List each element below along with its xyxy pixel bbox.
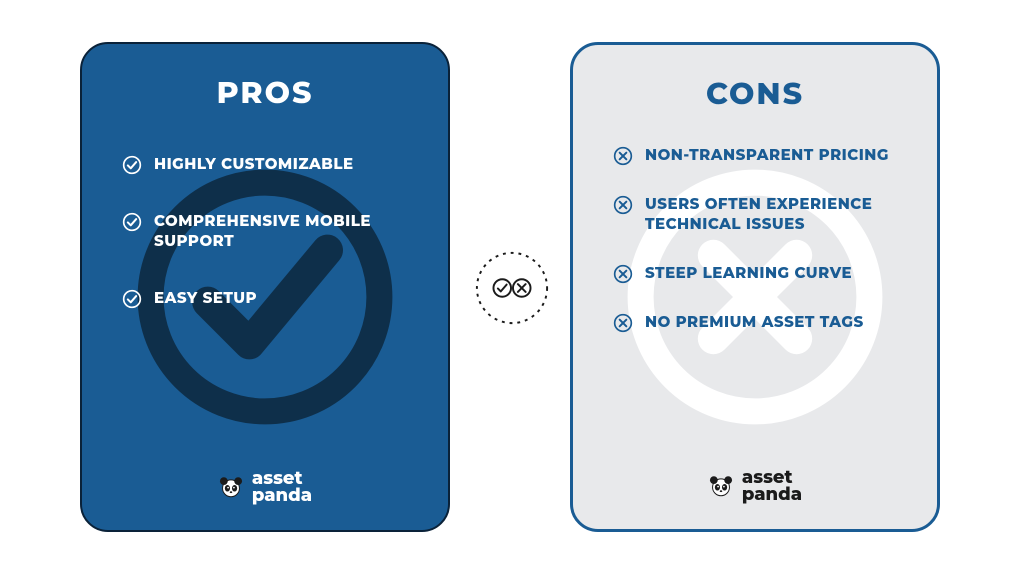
cons-list: NON-TRANSPARENT PRICING USERS OFTEN EXPE…	[613, 145, 909, 361]
center-divider-icon	[473, 249, 551, 327]
brand-logo: asset panda	[82, 470, 448, 504]
panda-icon	[218, 474, 244, 500]
list-item: COMPREHENSIVE MOBILE SUPPORT	[122, 211, 420, 252]
check-icon	[122, 155, 142, 175]
brand-logo: asset panda	[573, 469, 937, 503]
pros-card: PROS HIGHLY CUSTOMIZABLE COMPREHENSIVE M…	[80, 42, 450, 532]
infographic-stage: PROS HIGHLY CUSTOMIZABLE COMPREHENSIVE M…	[0, 0, 1024, 576]
item-text: NON-TRANSPARENT PRICING	[645, 145, 889, 165]
item-text: NO PREMIUM ASSET TAGS	[645, 312, 864, 332]
cross-icon	[613, 264, 633, 284]
cross-icon	[613, 313, 633, 333]
list-item: HIGHLY CUSTOMIZABLE	[122, 154, 420, 175]
list-item: STEEP LEARNING CURVE	[613, 263, 909, 284]
check-icon	[122, 212, 142, 232]
cross-icon	[613, 146, 633, 166]
item-text: STEEP LEARNING CURVE	[645, 263, 852, 283]
pros-list: HIGHLY CUSTOMIZABLE COMPREHENSIVE MOBILE…	[122, 154, 420, 345]
list-item: EASY SETUP	[122, 288, 420, 309]
item-text: COMPREHENSIVE MOBILE SUPPORT	[154, 211, 420, 252]
cons-card: CONS NON-TRANSPARENT PRICING USERS OFTEN…	[570, 42, 940, 532]
item-text: HIGHLY CUSTOMIZABLE	[154, 154, 354, 174]
check-icon	[122, 289, 142, 309]
item-text: EASY SETUP	[154, 288, 257, 308]
panda-icon	[708, 473, 734, 499]
list-item: USERS OFTEN EXPERIENCE TECHNICAL ISSUES	[613, 194, 909, 235]
list-item: NON-TRANSPARENT PRICING	[613, 145, 909, 166]
list-item: NO PREMIUM ASSET TAGS	[613, 312, 909, 333]
cons-title: CONS	[573, 75, 937, 112]
pros-title: PROS	[82, 74, 448, 111]
item-text: USERS OFTEN EXPERIENCE TECHNICAL ISSUES	[645, 194, 909, 235]
brand-text: asset panda	[742, 469, 802, 503]
cross-icon	[613, 195, 633, 215]
brand-line2: panda	[252, 487, 312, 504]
brand-line2: panda	[742, 486, 802, 503]
brand-text: asset panda	[252, 470, 312, 504]
